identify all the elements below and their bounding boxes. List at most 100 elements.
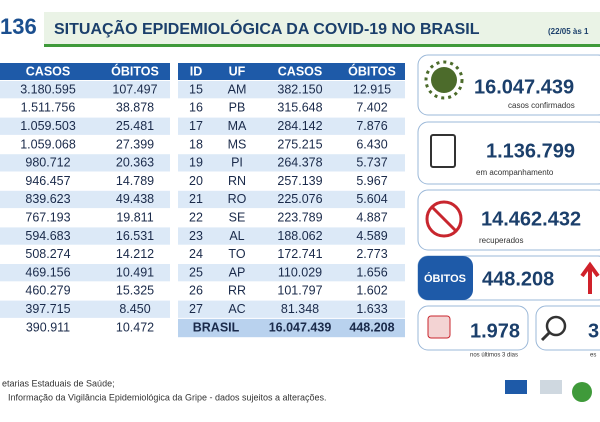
deaths-value: 448.208 bbox=[482, 268, 554, 290]
table-row bbox=[0, 227, 170, 245]
column-header: CASOS bbox=[26, 64, 70, 78]
cell: 4.589 bbox=[356, 229, 387, 243]
cell: MA bbox=[228, 119, 247, 133]
cell: 20.363 bbox=[116, 156, 154, 170]
table-row bbox=[178, 154, 405, 172]
cell: 23 bbox=[189, 229, 203, 243]
bulletin-number: 136 bbox=[0, 14, 37, 39]
date: (22/05 às 1 bbox=[548, 27, 589, 36]
cell: 10.472 bbox=[116, 320, 154, 334]
column-header: ÓBITOS bbox=[111, 63, 159, 78]
recovered-value: 14.462.432 bbox=[481, 208, 581, 230]
other-label: es bbox=[590, 353, 596, 359]
cell: 264.378 bbox=[277, 156, 322, 170]
confirmed-value: 16.047.439 bbox=[474, 76, 574, 98]
table-row bbox=[0, 99, 170, 117]
table-row bbox=[178, 227, 405, 245]
cell: 382.150 bbox=[277, 82, 322, 96]
cell: PB bbox=[229, 101, 246, 115]
cell: 14.212 bbox=[116, 247, 154, 261]
cell: 1.511.756 bbox=[21, 101, 76, 115]
column-header: CASOS bbox=[278, 64, 322, 78]
cell: 172.741 bbox=[277, 247, 322, 261]
table-row bbox=[0, 117, 170, 135]
cell: 25 bbox=[189, 265, 203, 279]
cell: 1.059.503 bbox=[20, 119, 76, 133]
table-row bbox=[178, 264, 405, 282]
cell: 107.497 bbox=[112, 82, 157, 96]
search-handle bbox=[540, 331, 551, 342]
cell: 460.279 bbox=[25, 284, 70, 298]
title: SITUAÇÃO EPIDEMIOLÓGICA DA COVID-19 NO B… bbox=[54, 18, 480, 38]
cell: 18 bbox=[189, 137, 203, 151]
cell: 767.193 bbox=[25, 211, 70, 225]
card bbox=[417, 189, 600, 251]
cell: 38.878 bbox=[116, 101, 154, 115]
cell: 284.142 bbox=[277, 119, 322, 133]
cell: AC bbox=[228, 302, 245, 316]
header-row bbox=[0, 63, 170, 80]
footer-line: Informação da Vigilância Epidemiológica … bbox=[8, 392, 327, 402]
cell: 5.737 bbox=[356, 156, 387, 170]
header-row bbox=[178, 63, 405, 80]
table-row bbox=[0, 282, 170, 300]
summary: 16.047.439 casos confirmados 1.136.799 e… bbox=[417, 54, 600, 359]
virus-icon bbox=[431, 67, 457, 93]
cell: RN bbox=[228, 174, 246, 188]
cell: 839.623 bbox=[25, 192, 70, 206]
tables: CASOS ÓBITOS 3.180.595 107.497 1.511.756 38.8… bbox=[0, 63, 405, 338]
cell: 315.648 bbox=[277, 101, 322, 115]
cell: 5.967 bbox=[356, 174, 387, 188]
table-row bbox=[178, 172, 405, 190]
table-row bbox=[0, 318, 170, 337]
cell: SE bbox=[229, 211, 246, 225]
table-row bbox=[0, 154, 170, 172]
total-cell: 16.047.439 bbox=[269, 320, 332, 334]
cell: 26 bbox=[189, 284, 203, 298]
title-band bbox=[44, 12, 600, 46]
total-cell: 448.208 bbox=[349, 320, 394, 334]
deaths-label: ÓBITOS bbox=[424, 272, 466, 285]
cell: 19 bbox=[189, 156, 203, 170]
cell: 1.656 bbox=[356, 265, 387, 279]
table-row bbox=[178, 190, 405, 209]
up-arrow bbox=[580, 261, 600, 294]
table-row bbox=[0, 135, 170, 154]
table-row bbox=[0, 81, 170, 99]
cell: RO bbox=[228, 192, 247, 206]
cell: 469.156 bbox=[25, 265, 70, 279]
cell: TO bbox=[228, 247, 245, 261]
cell: 188.062 bbox=[277, 229, 322, 243]
cell: 980.712 bbox=[25, 156, 70, 170]
table-row bbox=[0, 172, 170, 190]
clipboard-icon bbox=[430, 134, 456, 168]
cell: 15.325 bbox=[116, 284, 154, 298]
cell: 4.887 bbox=[356, 211, 387, 225]
cell: 8.450 bbox=[119, 302, 150, 316]
virus-spikes bbox=[424, 60, 464, 100]
monitoring-value: 1.136.799 bbox=[486, 140, 575, 162]
table-row bbox=[178, 245, 405, 263]
cell: 5.604 bbox=[356, 192, 387, 206]
table-row bbox=[178, 117, 405, 135]
column-header: UF bbox=[229, 64, 246, 78]
cell: 24 bbox=[189, 247, 203, 261]
cell: 16 bbox=[189, 101, 203, 115]
column-header: ID bbox=[190, 64, 203, 78]
table-row bbox=[178, 209, 405, 227]
cell: AL bbox=[229, 229, 244, 243]
cell: 6.430 bbox=[356, 137, 387, 151]
cell: 508.274 bbox=[25, 247, 70, 261]
cell: 15 bbox=[189, 82, 203, 96]
table-row bbox=[0, 209, 170, 227]
logo bbox=[540, 380, 562, 394]
title-rule bbox=[44, 44, 600, 47]
cell: RR bbox=[228, 284, 246, 298]
cell: 110.029 bbox=[278, 265, 322, 279]
other-value: 3 bbox=[588, 320, 599, 342]
recent-value: 1.978 bbox=[470, 320, 520, 342]
cell: 7.402 bbox=[356, 101, 387, 115]
cell: AP bbox=[229, 265, 246, 279]
footer-line: etarias Estaduais de Saúde; bbox=[2, 378, 115, 388]
